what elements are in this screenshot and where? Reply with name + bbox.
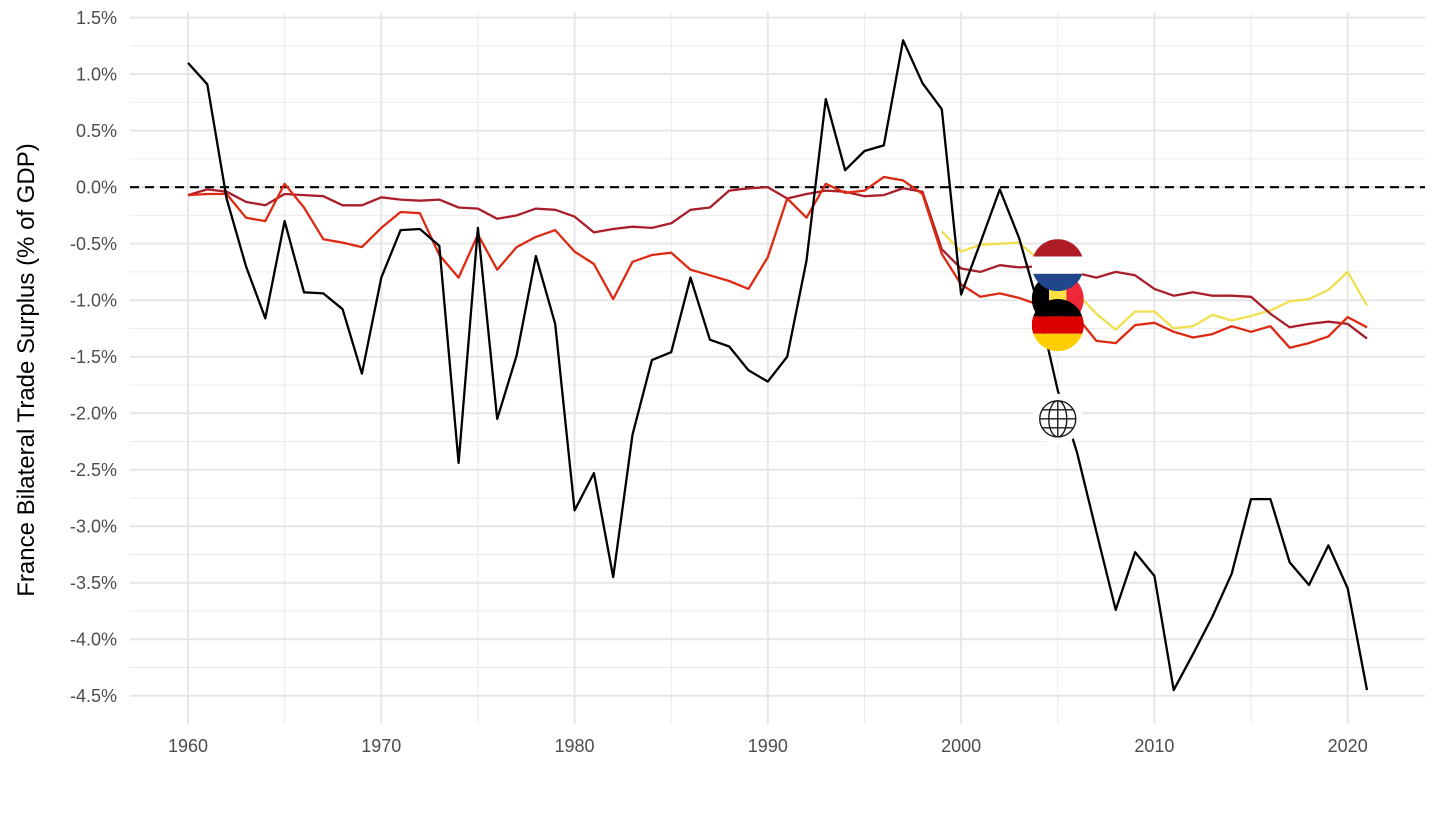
y-tick-label: -4.0%	[70, 630, 117, 650]
series-line-belgium	[187, 186, 1368, 340]
y-tick-label: 1.0%	[76, 65, 117, 85]
y-tick-label: -3.0%	[70, 517, 117, 537]
y-tick-label: -2.5%	[70, 460, 117, 480]
series-lines	[187, 39, 1369, 692]
x-tick-label: 2020	[1328, 736, 1368, 756]
globe-icon	[1032, 393, 1083, 444]
y-tick-label: -4.5%	[70, 686, 117, 706]
series-line-world	[187, 39, 1369, 692]
germany-flag-icon	[1031, 299, 1084, 352]
x-tick-label: 2000	[941, 736, 981, 756]
series-line-germany	[187, 175, 1368, 349]
series-line-netherlands	[940, 230, 1368, 331]
x-tick-label: 1980	[555, 736, 595, 756]
x-tick-label: 1970	[361, 736, 401, 756]
y-tick-label: 0.5%	[76, 121, 117, 141]
y-axis-tick-labels: 1.5% 1.0% 0.5% 0.0% -0.5% -1.0% -1.5% -2.0% -2.5…	[70, 8, 117, 706]
grid-lines	[130, 12, 1425, 724]
y-tick-label: -0.5%	[70, 234, 117, 254]
y-tick-label: 0.0%	[76, 178, 117, 198]
x-axis-tick-labels: 1960 1970 1980 1990 2000 2010 2020	[168, 736, 1368, 756]
y-tick-label: -1.5%	[70, 347, 117, 367]
series-markers	[1031, 239, 1084, 444]
y-tick-label: -2.0%	[70, 404, 117, 424]
y-tick-label: -3.5%	[70, 573, 117, 593]
y-axis-title: France Bilateral Trade Surplus (% of GDP…	[13, 143, 40, 597]
y-tick-label: 1.5%	[76, 8, 117, 28]
x-tick-label: 1960	[168, 736, 208, 756]
netherlands-flag-icon	[1031, 239, 1084, 292]
x-tick-label: 1990	[748, 736, 788, 756]
y-tick-label: -1.0%	[70, 291, 117, 311]
x-tick-label: 2010	[1134, 736, 1174, 756]
